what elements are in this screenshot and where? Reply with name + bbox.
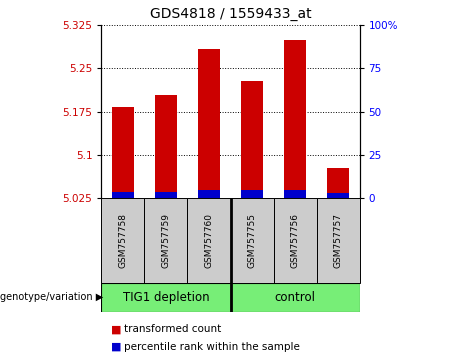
Text: ■: ■ <box>111 342 121 352</box>
Bar <box>273 198 317 283</box>
Bar <box>101 198 144 283</box>
Bar <box>188 198 230 283</box>
Bar <box>241 190 263 198</box>
Bar <box>198 189 220 198</box>
Bar <box>241 81 263 198</box>
Bar <box>101 283 230 312</box>
Text: GSM757756: GSM757756 <box>290 213 300 268</box>
Text: genotype/variation ▶: genotype/variation ▶ <box>0 292 103 302</box>
Bar <box>112 107 134 198</box>
Bar <box>230 283 360 312</box>
Text: transformed count: transformed count <box>124 324 222 334</box>
Bar <box>144 198 188 283</box>
Text: control: control <box>275 291 315 304</box>
Bar <box>155 192 177 198</box>
Text: GSM757759: GSM757759 <box>161 213 171 268</box>
Bar <box>317 198 360 283</box>
Text: GSM757757: GSM757757 <box>334 213 343 268</box>
Bar <box>284 189 306 198</box>
Bar <box>198 49 220 198</box>
Bar <box>327 167 349 198</box>
Text: GSM757760: GSM757760 <box>205 213 213 268</box>
Bar <box>230 198 273 283</box>
Title: GDS4818 / 1559433_at: GDS4818 / 1559433_at <box>150 7 311 21</box>
Text: ■: ■ <box>111 324 121 334</box>
Text: percentile rank within the sample: percentile rank within the sample <box>124 342 301 352</box>
Text: GSM757758: GSM757758 <box>118 213 127 268</box>
Bar <box>327 193 349 198</box>
Text: GSM757755: GSM757755 <box>248 213 256 268</box>
Bar <box>112 192 134 198</box>
Text: TIG1 depletion: TIG1 depletion <box>123 291 209 304</box>
Bar <box>155 95 177 198</box>
Bar <box>284 40 306 198</box>
